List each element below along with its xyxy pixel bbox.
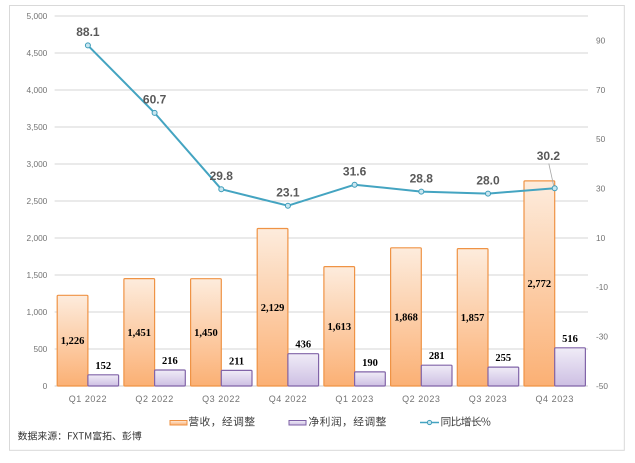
svg-text:88.1: 88.1 bbox=[76, 25, 100, 39]
svg-text:1,857: 1,857 bbox=[461, 313, 485, 324]
svg-text:211: 211 bbox=[229, 356, 244, 367]
svg-text:Q4 2023: Q4 2023 bbox=[536, 394, 574, 404]
svg-text:70: 70 bbox=[596, 85, 606, 95]
svg-text:1,613: 1,613 bbox=[327, 322, 351, 333]
svg-text:5,000: 5,000 bbox=[27, 11, 48, 21]
svg-text:Q3 2022: Q3 2022 bbox=[202, 394, 240, 404]
svg-text:3,500: 3,500 bbox=[27, 122, 48, 132]
svg-text:Q1 2022: Q1 2022 bbox=[69, 394, 107, 404]
svg-text:29.8: 29.8 bbox=[210, 169, 234, 183]
svg-text:1,000: 1,000 bbox=[27, 307, 48, 317]
svg-text:90: 90 bbox=[596, 36, 606, 46]
svg-text:10: 10 bbox=[596, 233, 606, 243]
svg-text:1,450: 1,450 bbox=[194, 328, 218, 339]
svg-text:30: 30 bbox=[596, 184, 606, 194]
svg-text:1,451: 1,451 bbox=[127, 328, 151, 339]
svg-text:255: 255 bbox=[495, 353, 511, 364]
svg-text:2,772: 2,772 bbox=[527, 279, 551, 290]
svg-text:500: 500 bbox=[33, 344, 47, 354]
svg-text:Q4 2022: Q4 2022 bbox=[269, 394, 307, 404]
svg-text:-30: -30 bbox=[596, 332, 608, 342]
svg-text:2,129: 2,129 bbox=[261, 303, 285, 314]
svg-text:60.7: 60.7 bbox=[143, 93, 167, 107]
svg-text:-10: -10 bbox=[596, 282, 608, 292]
svg-text:Q1 2023: Q1 2023 bbox=[335, 394, 373, 404]
svg-text:2,500: 2,500 bbox=[27, 196, 48, 206]
svg-text:0: 0 bbox=[43, 381, 48, 391]
svg-text:Q2 2023: Q2 2023 bbox=[402, 394, 440, 404]
svg-text:281: 281 bbox=[429, 351, 445, 362]
svg-text:28.8: 28.8 bbox=[410, 171, 434, 185]
svg-text:23.1: 23.1 bbox=[276, 186, 300, 200]
svg-text:31.6: 31.6 bbox=[343, 165, 367, 179]
svg-text:50: 50 bbox=[596, 134, 606, 144]
svg-text:-50: -50 bbox=[596, 381, 608, 391]
svg-text:190: 190 bbox=[362, 358, 378, 369]
svg-text:4,500: 4,500 bbox=[27, 48, 48, 58]
svg-text:216: 216 bbox=[162, 356, 178, 367]
svg-text:1,500: 1,500 bbox=[27, 270, 48, 280]
svg-text:2,000: 2,000 bbox=[27, 233, 48, 243]
svg-text:Q2 2022: Q2 2022 bbox=[135, 394, 173, 404]
svg-text:1,868: 1,868 bbox=[394, 313, 418, 324]
svg-text:436: 436 bbox=[295, 340, 311, 351]
svg-text:28.0: 28.0 bbox=[476, 173, 500, 187]
svg-text:1,226: 1,226 bbox=[61, 336, 85, 347]
svg-text:516: 516 bbox=[562, 334, 578, 345]
svg-text:152: 152 bbox=[95, 361, 111, 372]
svg-text:30.2: 30.2 bbox=[537, 149, 561, 163]
svg-text:Q3 2023: Q3 2023 bbox=[469, 394, 507, 404]
svg-text:3,000: 3,000 bbox=[27, 159, 48, 169]
svg-text:4,000: 4,000 bbox=[27, 85, 48, 95]
